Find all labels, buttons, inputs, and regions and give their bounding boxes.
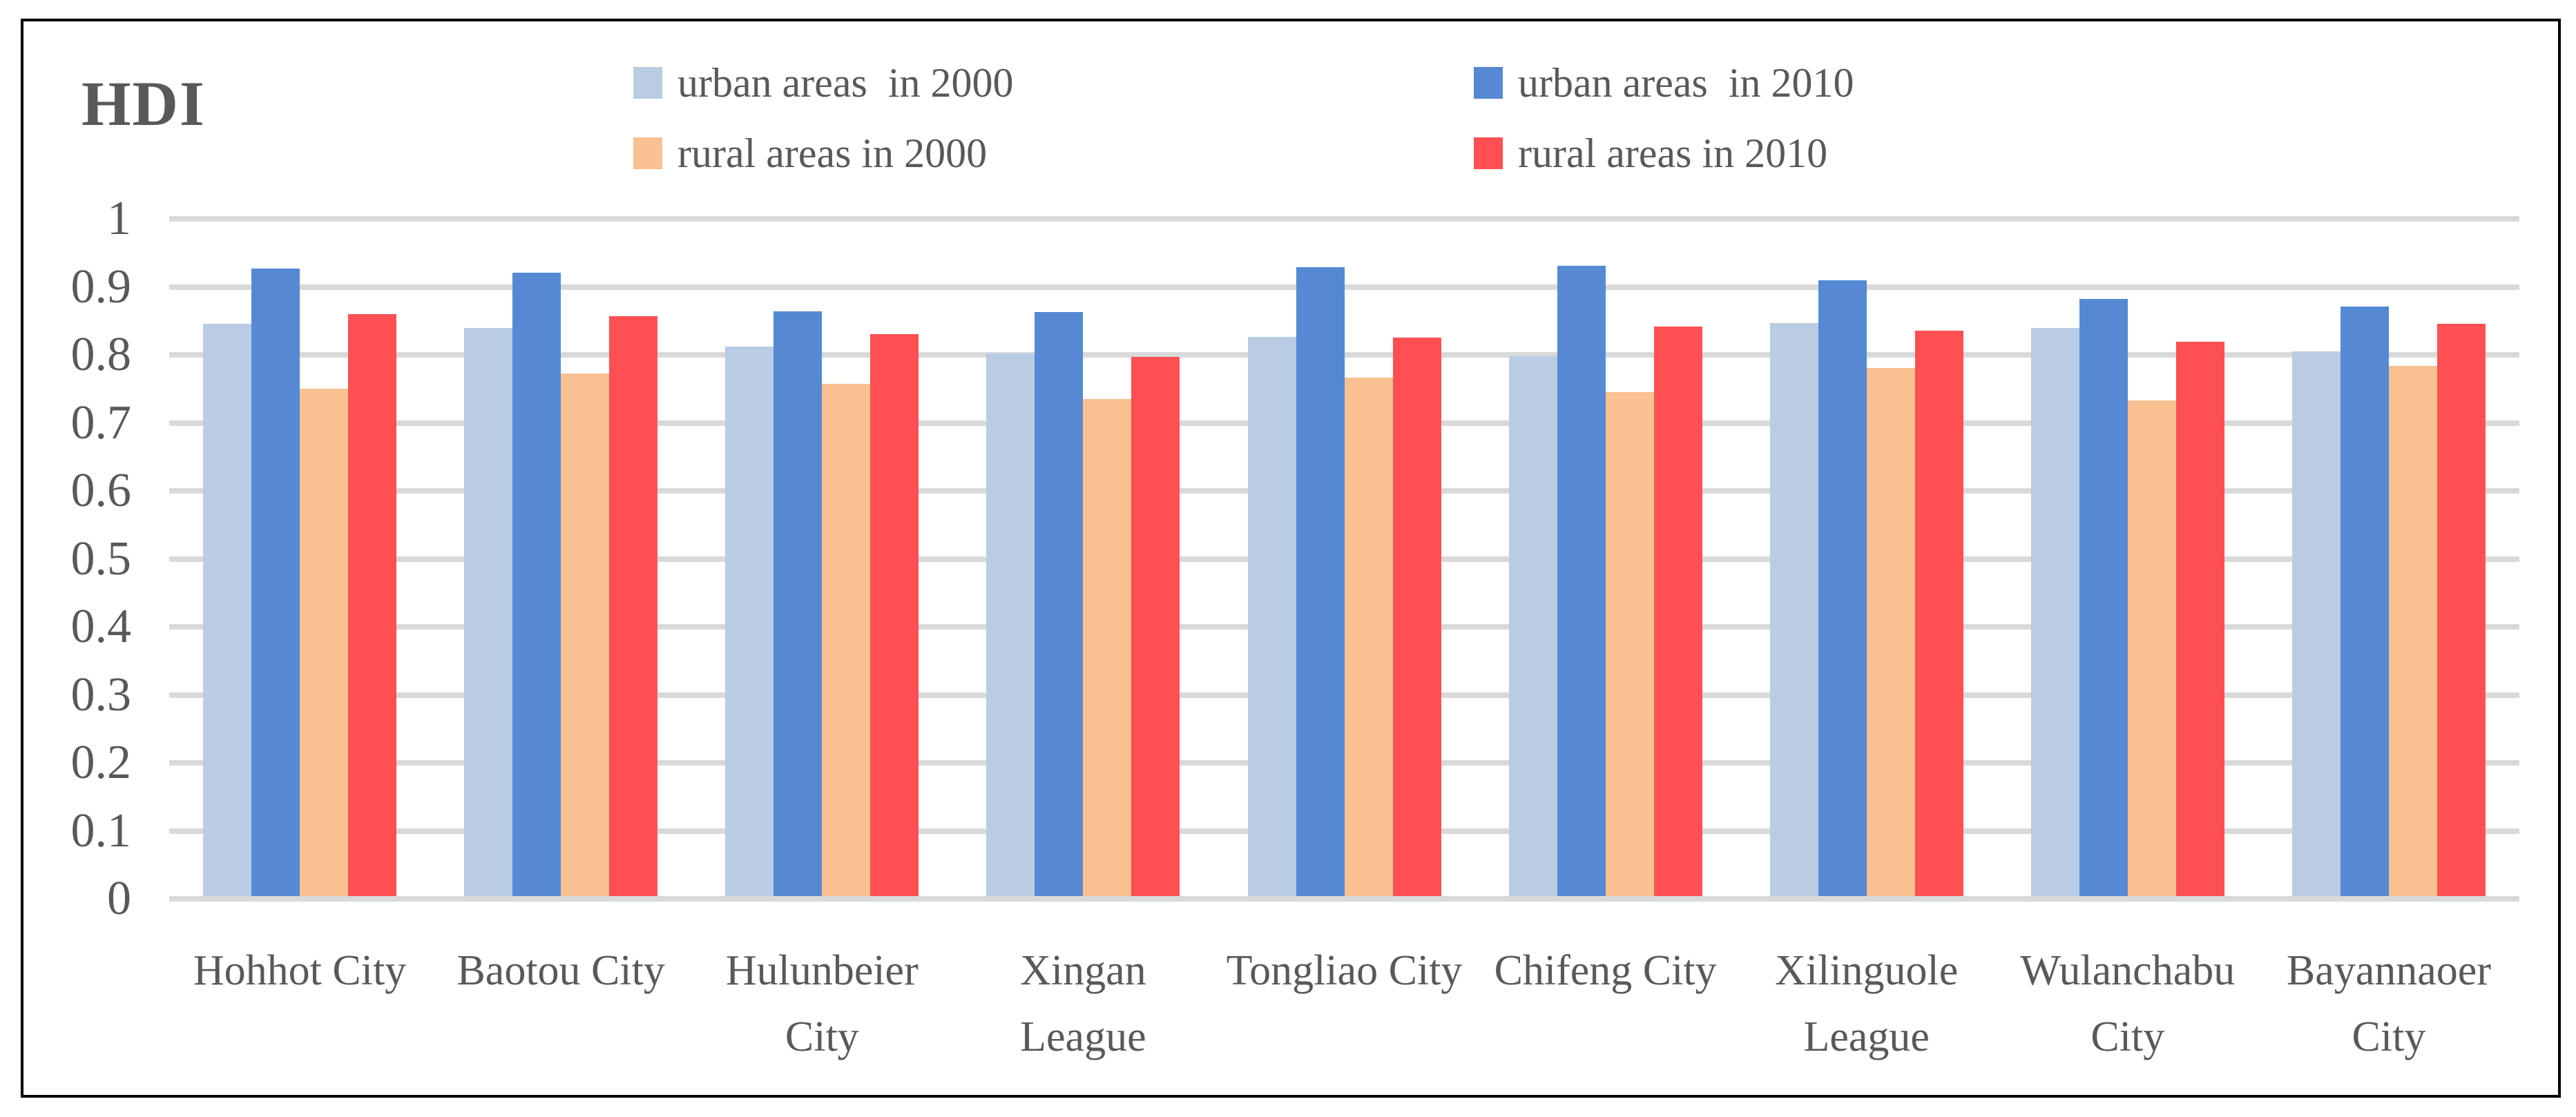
x-axis-category-label: Bayannaoer City bbox=[2286, 947, 2491, 1060]
bar bbox=[2127, 400, 2176, 896]
y-axis-tick-label: 0.3 bbox=[70, 668, 132, 721]
legend-item: urban areas in 2010 bbox=[1474, 61, 1854, 105]
bar bbox=[1557, 265, 1606, 896]
y-axis-tick-label: 0.7 bbox=[70, 396, 132, 449]
bar bbox=[986, 353, 1035, 896]
legend-swatch bbox=[1474, 67, 1503, 99]
y-axis-tick-label: 0.8 bbox=[70, 328, 132, 381]
bar bbox=[725, 347, 774, 896]
legend-item: urban areas in 2000 bbox=[633, 61, 1014, 105]
legend-item: rural areas in 2010 bbox=[1474, 131, 1827, 175]
bar bbox=[870, 334, 919, 896]
x-axis-category-label: Chifeng City bbox=[1494, 947, 1717, 994]
legend-label: rural areas in 2010 bbox=[1518, 130, 1828, 176]
bar bbox=[1247, 337, 1296, 896]
bar bbox=[1914, 331, 1963, 896]
y-axis-tick-label: 0.5 bbox=[70, 532, 132, 585]
x-axis-category-label: Wulanchabu City bbox=[2020, 947, 2236, 1060]
y-axis-tick-label: 0 bbox=[107, 872, 131, 925]
legend-label: rural areas in 2000 bbox=[677, 130, 988, 176]
bar bbox=[1035, 311, 1084, 896]
x-axis-category-label: Hohhot City bbox=[193, 947, 407, 994]
bar bbox=[1131, 356, 1180, 896]
gridline bbox=[169, 216, 2519, 222]
bar bbox=[1508, 356, 1557, 896]
gridline bbox=[169, 284, 2519, 290]
bar bbox=[1769, 322, 1818, 896]
bar bbox=[773, 311, 823, 896]
y-axis-tick-label: 0.6 bbox=[70, 464, 132, 517]
bar bbox=[609, 315, 658, 896]
bar bbox=[300, 389, 349, 896]
bar bbox=[2436, 323, 2486, 896]
chart-title: HDI bbox=[81, 68, 206, 139]
bar bbox=[464, 327, 513, 896]
bar bbox=[561, 373, 610, 896]
bar bbox=[1653, 326, 1702, 896]
legend-swatch bbox=[633, 137, 662, 169]
y-axis-tick-label: 0.9 bbox=[70, 260, 132, 313]
bar bbox=[1605, 392, 1654, 896]
legend-swatch bbox=[633, 67, 662, 99]
legend-label: urban areas in 2000 bbox=[677, 60, 1014, 106]
bar bbox=[2388, 365, 2437, 896]
x-axis-category-label: Tongliao City bbox=[1226, 947, 1463, 994]
x-axis-category-label: Xingan League bbox=[1020, 947, 1146, 1060]
gridline bbox=[169, 896, 2519, 902]
bar bbox=[203, 323, 252, 896]
y-axis-tick-label: 1 bbox=[107, 192, 131, 245]
bar bbox=[348, 313, 397, 896]
bar bbox=[2030, 327, 2079, 896]
gridline bbox=[169, 352, 2519, 358]
chart-border-frame bbox=[21, 19, 2561, 1098]
y-axis-tick-label: 0.1 bbox=[70, 804, 132, 857]
bar bbox=[2340, 307, 2389, 896]
bar bbox=[251, 268, 300, 896]
bar bbox=[1866, 367, 1915, 896]
x-axis-category-label: Baotou City bbox=[456, 947, 665, 994]
y-axis-tick-label: 0.2 bbox=[70, 736, 132, 789]
bar bbox=[512, 272, 561, 896]
y-axis-tick-label: 0.4 bbox=[70, 600, 132, 653]
x-axis-category-label: Xilinguole League bbox=[1775, 947, 1959, 1060]
bar bbox=[1392, 338, 1441, 896]
legend-item: rural areas in 2000 bbox=[633, 131, 987, 175]
bar bbox=[1296, 266, 1345, 896]
legend-swatch bbox=[1474, 137, 1503, 169]
bar bbox=[2079, 299, 2128, 896]
bar bbox=[2175, 342, 2224, 896]
bar bbox=[1344, 378, 1393, 896]
x-axis-category-label: Hulunbeier City bbox=[725, 947, 919, 1060]
bar bbox=[1818, 280, 1867, 896]
bar bbox=[822, 384, 871, 896]
legend-label: urban areas in 2010 bbox=[1518, 60, 1854, 106]
bar bbox=[2291, 351, 2340, 896]
bar bbox=[1083, 398, 1132, 896]
